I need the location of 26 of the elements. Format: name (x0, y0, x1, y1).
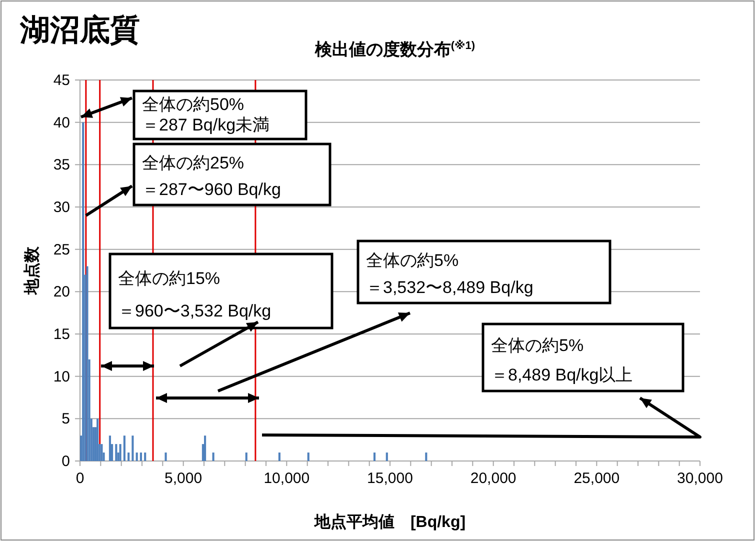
y-tick-label: 0 (62, 453, 70, 470)
y-tick-label: 5 (62, 410, 70, 428)
x-tick-label: 20,000 (470, 470, 516, 487)
chart-title: 湖沼底質 (19, 13, 140, 47)
x-tick-label: 10,000 (264, 470, 310, 487)
y-tick-label: 20 (53, 284, 70, 301)
annotation: 全体の約25% ＝287〜960 Bq/kg (142, 154, 281, 200)
y-axis-title: 地点数 (23, 246, 41, 296)
y-tick-label: 40 (53, 114, 70, 132)
x-tick-label: 25,000 (574, 470, 620, 487)
x-tick-label: 15,000 (367, 470, 413, 487)
y-tick-label: 35 (53, 156, 70, 174)
x-tick-label: 30,000 (677, 470, 723, 487)
x-axis-title: 地点平均値 [Bq/kg] (313, 513, 466, 531)
y-tick-label: 25 (53, 241, 70, 258)
y-tick-label: 10 (53, 368, 70, 386)
x-tick-label: 0 (76, 470, 84, 487)
x-tick-label: 5,000 (164, 470, 202, 487)
y-tick-label: 45 (53, 72, 70, 89)
chart-subtitle: 検出値の度数分布$^{(※1)}$ (314, 39, 476, 59)
annotation: 全体の約15% ＝960〜3,532 Bq/kg (118, 269, 272, 320)
y-tick-label: 15 (53, 326, 70, 343)
y-tick-label: 30 (53, 199, 70, 216)
annotation: 全体の約5% ＝3,532〜8,489 Bq/kg (366, 250, 534, 297)
annotation: 全体の約50% ＝287 Bq/kg未満 (142, 94, 270, 135)
annotation: 全体の約5% ＝8,489 Bq/kg以上 (491, 336, 633, 384)
